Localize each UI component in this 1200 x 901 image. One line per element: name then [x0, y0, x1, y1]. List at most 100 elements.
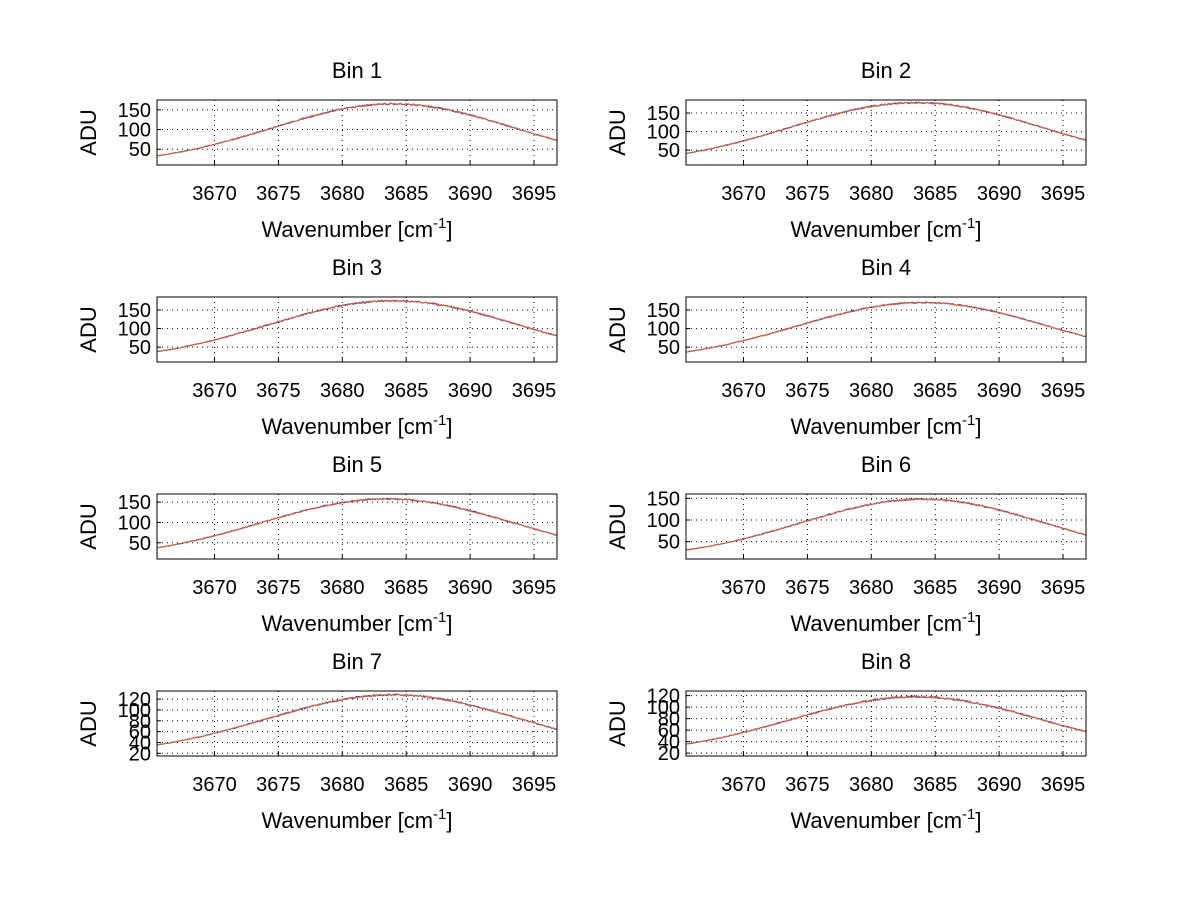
x-axis-label-suffix: ] [975, 217, 981, 242]
x-axis-label-superscript: -1 [962, 412, 975, 429]
x-tick-label: 3680 [320, 774, 365, 796]
y-tick-label: 120 [647, 686, 680, 708]
x-axis-label-superscript: -1 [962, 215, 975, 232]
subplot-title: Bin 2 [861, 58, 911, 83]
y-tick-label: 150 [118, 492, 151, 514]
x-tick-label: 3675 [256, 774, 301, 796]
y-tick-label: 100 [647, 697, 680, 719]
x-tick-label: 3685 [913, 380, 958, 402]
x-axis-label-suffix: ] [446, 611, 452, 636]
x-tick-label: 3670 [721, 183, 766, 205]
x-tick-label: 3675 [785, 774, 830, 796]
x-tick-label: 3670 [192, 774, 237, 796]
x-tick-label: 3690 [448, 774, 493, 796]
x-axis-label: Wavenumber [cm-1] [261, 609, 452, 636]
x-tick-label: 3695 [1041, 380, 1086, 402]
x-tick-label: 3695 [512, 577, 557, 599]
y-tick-label: 150 [647, 103, 680, 125]
series-orange-line [157, 497, 558, 549]
x-tick-label: 3690 [977, 380, 1022, 402]
series-orange-line [156, 299, 558, 353]
y-tick-label: 120 [118, 689, 151, 711]
x-axis-label: Wavenumber [cm-1] [790, 215, 981, 242]
subplot-title: Bin 5 [332, 452, 382, 477]
x-tick-label: 3670 [721, 380, 766, 402]
x-tick-label: 3670 [192, 183, 237, 205]
x-tick-label: 3690 [448, 380, 493, 402]
x-tick-label: 3675 [785, 183, 830, 205]
x-axis-label-main: Wavenumber [cm [261, 217, 433, 242]
x-tick-label: 3695 [1041, 183, 1086, 205]
x-axis-label-suffix: ] [975, 611, 981, 636]
x-axis-label-main: Wavenumber [cm [261, 611, 433, 636]
x-axis-label: Wavenumber [cm-1] [790, 806, 981, 833]
y-tick-label: 100 [647, 510, 680, 532]
x-axis-label-main: Wavenumber [cm [261, 414, 433, 439]
y-tick-label: 80 [129, 711, 151, 733]
y-tick-label: 150 [118, 300, 151, 322]
series-orange-line [686, 101, 1087, 154]
x-axis-label-main: Wavenumber [cm [790, 217, 962, 242]
x-tick-label: 3690 [448, 577, 493, 599]
x-axis-label-superscript: -1 [433, 609, 446, 626]
y-axis-label: ADU [605, 700, 630, 746]
x-tick-label: 3690 [448, 183, 493, 205]
subplot-title: Bin 7 [332, 649, 382, 674]
x-tick-label: 3685 [384, 380, 429, 402]
y-tick-label: 100 [118, 319, 151, 341]
plot-frame [685, 690, 1087, 757]
y-tick-label: 100 [647, 122, 680, 144]
series-blue-line [686, 101, 1087, 154]
x-axis-label: Wavenumber [cm-1] [790, 609, 981, 636]
x-tick-label: 3675 [785, 577, 830, 599]
series-orange-line [156, 102, 558, 157]
y-axis-label: ADU [605, 109, 630, 155]
y-tick-label: 50 [658, 140, 680, 162]
y-tick-label: 100 [118, 120, 151, 142]
series-blue-line [156, 497, 558, 549]
x-tick-label: 3685 [913, 577, 958, 599]
plot-frame [685, 99, 1087, 166]
x-tick-label: 3670 [192, 577, 237, 599]
y-tick-label: 40 [129, 732, 151, 754]
x-axis-label: Wavenumber [cm-1] [261, 215, 452, 242]
subplot-title: Bin 4 [861, 255, 911, 280]
x-axis-label: Wavenumber [cm-1] [790, 412, 981, 439]
x-tick-label: 3690 [977, 774, 1022, 796]
x-axis-label-suffix: ] [446, 217, 452, 242]
x-axis-label-superscript: -1 [433, 412, 446, 429]
x-axis-label-main: Wavenumber [cm [790, 808, 962, 833]
x-axis-label-superscript: -1 [433, 215, 446, 232]
x-axis-label-suffix: ] [446, 414, 452, 439]
series-orange-line [156, 693, 557, 746]
series-blue-line [156, 693, 558, 746]
series-orange-line [685, 301, 1087, 353]
x-tick-label: 3680 [849, 183, 894, 205]
plot-frame [685, 493, 1087, 560]
y-tick-label: 100 [118, 512, 151, 534]
x-axis-label: Wavenumber [cm-1] [261, 412, 452, 439]
plot-frame [156, 99, 558, 166]
y-tick-label: 80 [658, 709, 680, 731]
y-tick-label: 20 [129, 743, 151, 765]
y-tick-label: 150 [647, 300, 680, 322]
x-tick-label: 3680 [849, 380, 894, 402]
series-blue-line [156, 299, 558, 353]
plot-frame [685, 296, 1087, 363]
x-axis-label-main: Wavenumber [cm [790, 414, 962, 439]
x-axis-label-superscript: -1 [962, 609, 975, 626]
y-axis-label: ADU [605, 503, 630, 549]
x-tick-label: 3685 [384, 774, 429, 796]
x-axis-label-suffix: ] [975, 808, 981, 833]
x-axis-label-suffix: ] [446, 808, 452, 833]
x-tick-label: 3695 [512, 183, 557, 205]
x-tick-label: 3685 [913, 183, 958, 205]
y-tick-label: 50 [129, 337, 151, 359]
y-tick-label: 60 [658, 720, 680, 742]
x-axis-label-main: Wavenumber [cm [790, 611, 962, 636]
x-tick-label: 3670 [721, 774, 766, 796]
x-axis-label-suffix: ] [975, 414, 981, 439]
y-tick-label: 150 [647, 488, 680, 510]
